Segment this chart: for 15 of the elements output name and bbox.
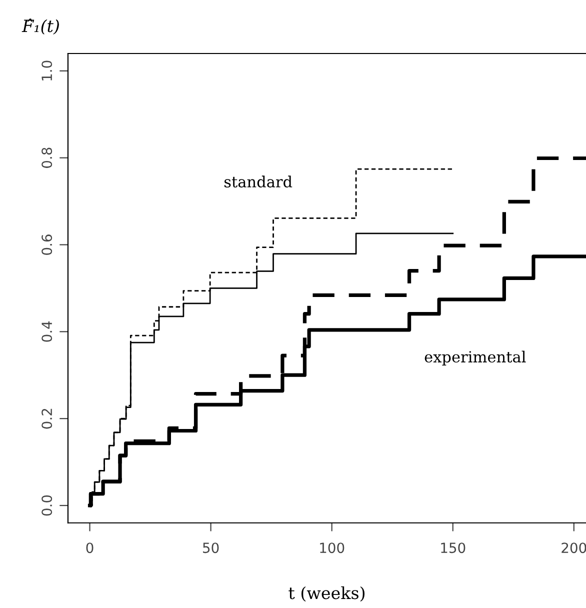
- annotation: experimental: [424, 350, 526, 366]
- y-tick-label: 0.0: [42, 495, 52, 516]
- x-axis-title: t (weeks): [288, 586, 364, 602]
- x-tick-label: 200: [562, 542, 586, 554]
- y-tick-label: 0.6: [42, 234, 52, 255]
- annotation: standard: [224, 176, 292, 188]
- y-tick-label: 0.8: [42, 148, 52, 168]
- x-tick-label: 50: [203, 542, 219, 554]
- x-tick-label: 100: [320, 542, 344, 554]
- y-axis-title: F̂₁(t): [22, 18, 59, 35]
- y-tick-label: 0.2: [42, 408, 52, 429]
- y-tick-label: 0.4: [42, 321, 52, 342]
- x-tick-label: 0: [86, 542, 94, 554]
- y-tick-label: 1.0: [42, 60, 52, 80]
- x-tick-label: 150: [441, 542, 466, 554]
